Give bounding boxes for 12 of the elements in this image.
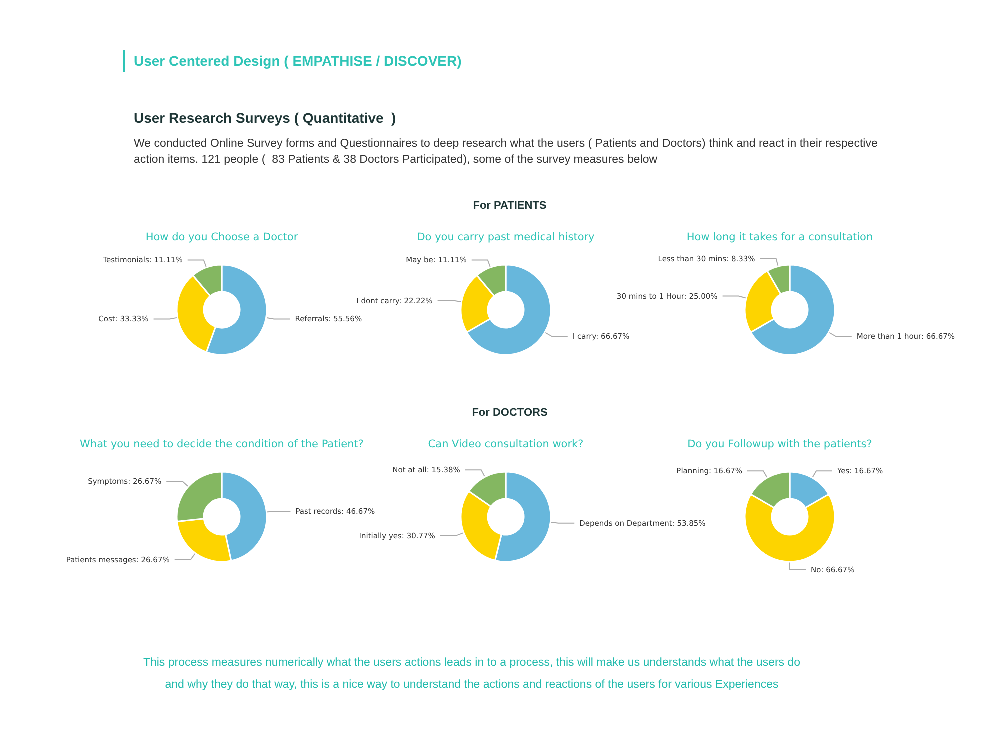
text: User Research Surveys ( Quantitative ) <box>134 109 396 128</box>
text: For DOCTORS <box>472 406 548 421</box>
text: We conducted Online Survey forms and Questionnaires to deep research what the users ( Patients and Doctors) think and react in their respective action items. 121 people ( 83 Patients & 38 Doctors Participated), some of the survey measures below <box>134 137 879 168</box>
chart-title: Do you carry past medical history <box>417 232 595 244</box>
text: This process measures numerically what the users actions leads in to a process, this will make us understands what the users do and why they do that way, this is a nice way to understand the actions and reactions of the users for various Experiences <box>142 656 802 693</box>
text: For PATIENTS <box>473 199 547 214</box>
chart-title: What you need to decide the condition of the Patient? <box>80 438 364 450</box>
chart-title: Do you Followup with the patients? <box>688 438 872 450</box>
chart-title: How do you Choose a Doctor <box>146 232 299 244</box>
chart-title: How long it takes for a consultation <box>686 232 874 244</box>
text: User Centered Design ( EMPATHISE / DISCOVER) <box>123 50 462 72</box>
chart-title: Can Video consultation work? <box>428 438 584 450</box>
